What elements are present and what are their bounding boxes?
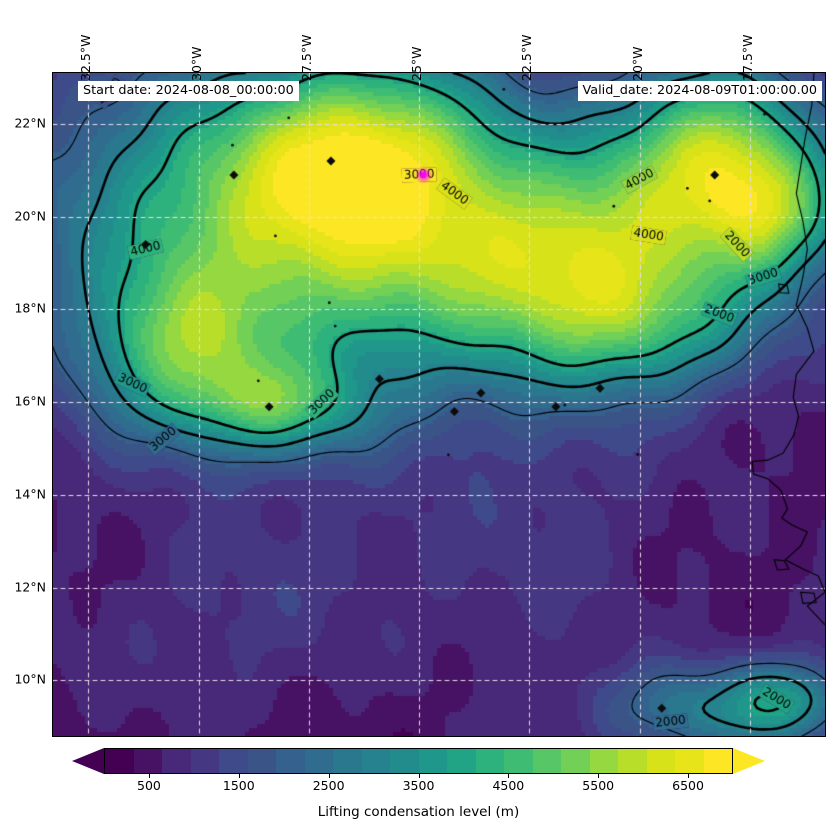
colorbar-segment (447, 749, 476, 773)
colorbar-tick-mark (508, 774, 510, 778)
y-tick-label: 12°N (14, 579, 46, 595)
colorbar-segment (703, 749, 733, 773)
colorbar-tick-label: 3500 (402, 778, 435, 793)
colorbar-segment (162, 749, 191, 773)
y-tick-label: 20°N (14, 208, 46, 224)
colorbar-gradient (104, 748, 733, 774)
colorbar-segment (646, 749, 675, 773)
colorbar-tick-mark (688, 774, 690, 778)
colorbar-tick-label: 1500 (222, 778, 255, 793)
x-tick-label: 25°W (409, 46, 425, 81)
colorbar-segment (532, 749, 561, 773)
x-tick-label: 22.5°W (519, 34, 535, 81)
colorbar-segment (333, 749, 362, 773)
colorbar-segment (219, 749, 248, 773)
colorbar-segment (190, 749, 219, 773)
colorbar-tick-mark (328, 774, 330, 778)
colorbar-segment (390, 749, 419, 773)
colorbar-segment (418, 749, 447, 773)
colorbar-tick-label: 6500 (672, 778, 704, 793)
colorbar-segment (618, 749, 647, 773)
y-tick-label: 14°N (14, 486, 46, 502)
colorbar-tick-mark (418, 774, 420, 778)
x-tick-label: 30°W (188, 46, 204, 81)
colorbar-tick-mark (598, 774, 600, 778)
y-tick-label: 10°N (14, 671, 46, 687)
colorbar-segment (475, 749, 504, 773)
colorbar-tick-mark (238, 774, 240, 778)
colorbar-segment (133, 749, 162, 773)
y-tick-label: 18°N (14, 300, 46, 316)
map-plot-area[interactable]: Start date: 2024-08-08_00:00:00 Valid_da… (52, 72, 826, 737)
colorbar-segment (561, 749, 590, 773)
colorbar-tick-label: 4500 (492, 778, 525, 793)
colorbar-tick-mark (148, 774, 150, 778)
colorbar-over-arrow (733, 748, 765, 774)
colorbar-segment (504, 749, 533, 773)
colorbar-segment (361, 749, 390, 773)
x-tick-label: 32.5°W (78, 34, 94, 81)
start-date-banner: Start date: 2024-08-08_00:00:00 (78, 81, 299, 101)
x-tick-label: 17.5°W (740, 34, 755, 81)
colorbar-segment (104, 749, 134, 773)
colorbar-tick-label: 500 (136, 778, 161, 793)
colorbar-segment (304, 749, 333, 773)
colorbar-segment (247, 749, 276, 773)
x-tick-label: 27.5°W (298, 34, 314, 81)
x-tick-label: 20°W (629, 46, 645, 81)
colorbar-under-arrow (72, 748, 104, 774)
y-tick-label: 16°N (14, 393, 46, 409)
colorbar-title: Lifting condensation level (m) (317, 804, 520, 820)
colorbar[interactable]: 500 1500 2500 3500 4500 5500 6500 (72, 748, 765, 793)
colorbar-tick-label: 2500 (312, 778, 345, 793)
colorbar-tick-label: 5500 (582, 778, 615, 793)
y-tick-label: 22°N (14, 115, 46, 131)
colorbar-segment (276, 749, 305, 773)
colorbar-segment (675, 749, 704, 773)
valid-date-banner: Valid_date: 2024-08-09T01:00:00.00 (577, 81, 822, 101)
colorbar-segment (589, 749, 618, 773)
lcl-contour-map (53, 73, 825, 736)
